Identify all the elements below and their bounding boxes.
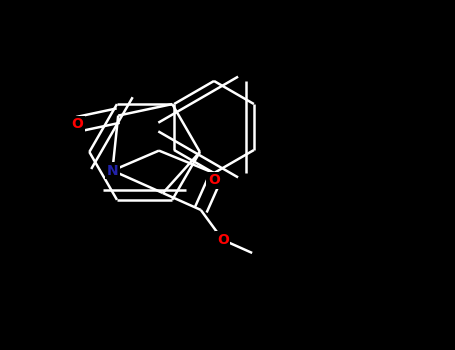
Text: O: O xyxy=(72,117,84,131)
Text: N: N xyxy=(106,163,118,177)
Text: O: O xyxy=(217,233,229,247)
Text: O: O xyxy=(208,174,220,188)
